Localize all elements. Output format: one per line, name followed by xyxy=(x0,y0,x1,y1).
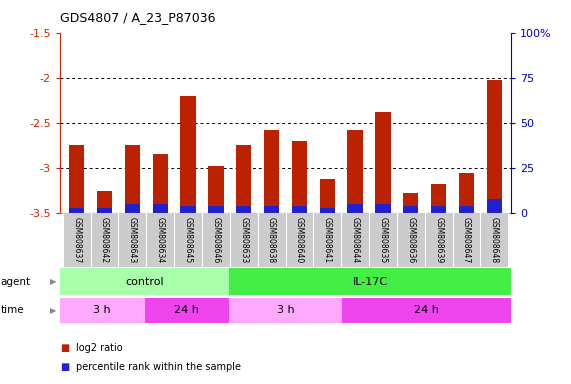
Bar xyxy=(97,190,112,213)
Bar xyxy=(146,213,174,267)
Bar xyxy=(229,268,511,295)
Text: log2 ratio: log2 ratio xyxy=(76,343,123,353)
Bar xyxy=(397,213,425,267)
Bar xyxy=(97,208,112,213)
Text: ■: ■ xyxy=(60,362,69,372)
Bar xyxy=(180,96,196,213)
Text: GSM808643: GSM808643 xyxy=(128,217,137,263)
Bar xyxy=(180,206,196,213)
Text: GSM808636: GSM808636 xyxy=(407,217,415,263)
Text: GSM808644: GSM808644 xyxy=(351,217,360,263)
Bar xyxy=(152,154,168,213)
Bar xyxy=(431,184,447,213)
Bar xyxy=(292,206,307,213)
Bar xyxy=(425,213,453,267)
Text: GSM808638: GSM808638 xyxy=(267,217,276,263)
Bar xyxy=(459,172,474,213)
Text: ▶: ▶ xyxy=(50,306,56,315)
Text: GSM808635: GSM808635 xyxy=(379,217,388,263)
Text: GSM808641: GSM808641 xyxy=(323,217,332,263)
Text: 3 h: 3 h xyxy=(277,305,294,316)
Text: agent: agent xyxy=(1,276,31,287)
Bar xyxy=(341,213,369,267)
Bar xyxy=(264,206,279,213)
Bar xyxy=(431,206,447,213)
Bar xyxy=(202,213,230,267)
Text: GSM808642: GSM808642 xyxy=(100,217,109,263)
Bar xyxy=(486,79,502,213)
Bar xyxy=(236,206,251,213)
Text: 24 h: 24 h xyxy=(174,305,199,316)
Text: GSM808637: GSM808637 xyxy=(72,217,81,263)
Bar xyxy=(144,298,229,323)
Bar xyxy=(124,146,140,213)
Bar xyxy=(403,206,419,213)
Bar xyxy=(69,208,85,213)
Bar xyxy=(118,213,146,267)
Text: GSM808639: GSM808639 xyxy=(434,217,443,263)
Bar xyxy=(320,208,335,213)
Text: GSM808634: GSM808634 xyxy=(156,217,164,263)
Bar xyxy=(486,199,502,213)
Text: control: control xyxy=(125,276,164,287)
Bar xyxy=(292,141,307,213)
Bar xyxy=(313,213,341,267)
Bar xyxy=(60,268,229,295)
Text: GSM808645: GSM808645 xyxy=(183,217,192,263)
Bar xyxy=(124,204,140,213)
Bar xyxy=(348,130,363,213)
Bar xyxy=(375,112,391,213)
Bar xyxy=(152,204,168,213)
Text: percentile rank within the sample: percentile rank within the sample xyxy=(76,362,241,372)
Bar xyxy=(459,206,474,213)
Bar xyxy=(342,298,511,323)
Text: GSM808648: GSM808648 xyxy=(490,217,499,263)
Bar xyxy=(453,213,480,267)
Bar xyxy=(264,130,279,213)
Bar xyxy=(403,193,419,213)
Text: ▶: ▶ xyxy=(50,277,56,286)
Text: time: time xyxy=(1,305,24,316)
Bar xyxy=(258,213,286,267)
Bar xyxy=(60,298,144,323)
Text: ■: ■ xyxy=(60,343,69,353)
Bar xyxy=(69,146,85,213)
Bar xyxy=(348,204,363,213)
Text: 24 h: 24 h xyxy=(414,305,439,316)
Bar xyxy=(236,146,251,213)
Bar xyxy=(230,213,258,267)
Bar xyxy=(91,213,118,267)
Bar xyxy=(174,213,202,267)
Text: GSM808640: GSM808640 xyxy=(295,217,304,263)
Text: 3 h: 3 h xyxy=(94,305,111,316)
Bar xyxy=(286,213,313,267)
Bar xyxy=(320,179,335,213)
Bar xyxy=(229,298,342,323)
Bar xyxy=(369,213,397,267)
Bar xyxy=(208,166,223,213)
Text: GSM808647: GSM808647 xyxy=(462,217,471,263)
Text: IL-17C: IL-17C xyxy=(352,276,388,287)
Text: GSM808633: GSM808633 xyxy=(239,217,248,263)
Bar xyxy=(208,206,223,213)
Bar xyxy=(63,213,91,267)
Text: GSM808646: GSM808646 xyxy=(211,217,220,263)
Text: GDS4807 / A_23_P87036: GDS4807 / A_23_P87036 xyxy=(60,11,215,24)
Bar xyxy=(480,213,508,267)
Bar xyxy=(375,204,391,213)
